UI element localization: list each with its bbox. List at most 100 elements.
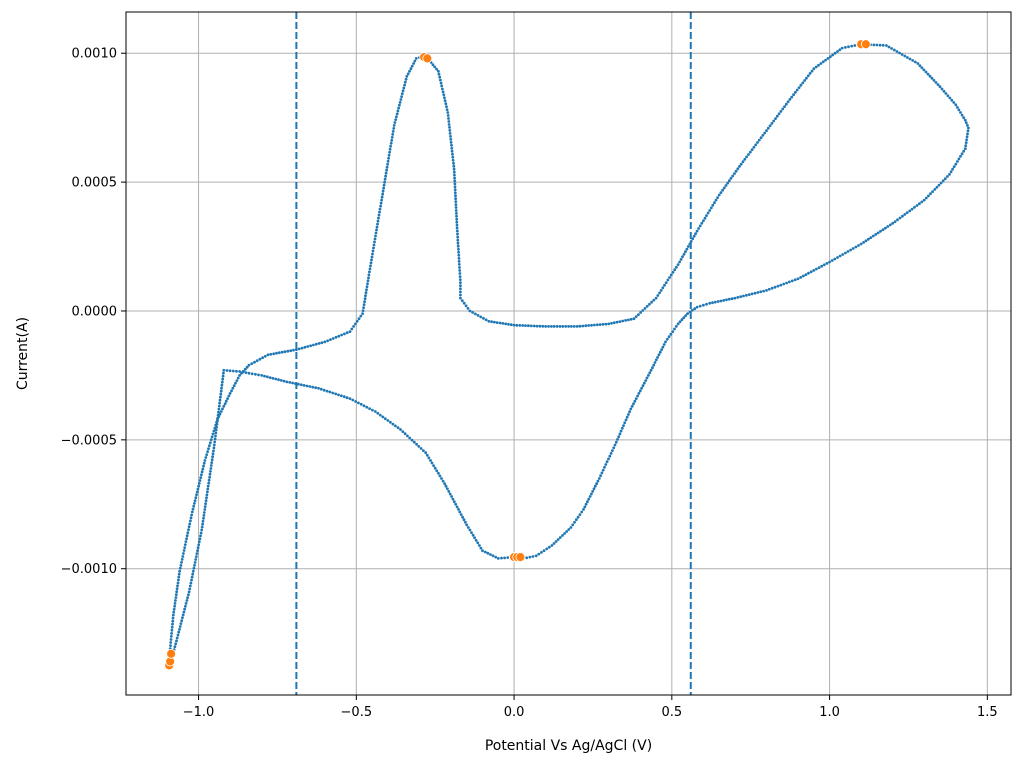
cv-point [207, 447, 210, 451]
cv-point [386, 159, 390, 163]
cv-point [676, 263, 680, 266]
cv-point [731, 174, 735, 178]
cv-point [661, 286, 665, 290]
cv-point [673, 268, 677, 272]
cv-point [377, 213, 381, 217]
cv-point [199, 476, 203, 479]
cv-point [697, 227, 700, 230]
cv-point [753, 291, 757, 295]
cv-point [700, 221, 704, 225]
cv-point [730, 297, 734, 301]
cv-point [775, 114, 779, 118]
cv-point [195, 490, 199, 494]
cv-point [668, 276, 671, 279]
cv-point [220, 383, 224, 387]
cv-point [406, 72, 410, 76]
cv-point [183, 543, 187, 546]
cv-point [487, 319, 491, 323]
cv-point [741, 160, 745, 164]
cv-point [847, 45, 850, 49]
cv-point [496, 557, 500, 560]
cv-point [681, 255, 684, 259]
cv-point [422, 449, 425, 452]
cv-point [455, 212, 458, 215]
cv-point [193, 502, 196, 505]
cv-point [781, 107, 785, 111]
cv-point [874, 233, 878, 236]
cv-point [184, 604, 187, 608]
cv-point [521, 324, 525, 327]
cv-point [197, 543, 201, 547]
cv-point [752, 145, 756, 149]
cv-point [212, 443, 216, 447]
cv-point [352, 325, 355, 328]
cv-point [603, 465, 606, 469]
cv-point [812, 269, 816, 272]
cv-point [624, 418, 628, 422]
cv-point [334, 392, 338, 396]
cv-point [359, 314, 363, 318]
cv-point [615, 320, 619, 324]
cv-point [289, 349, 293, 353]
cv-point [770, 122, 774, 125]
cv-point [736, 296, 740, 299]
cv-point [772, 119, 776, 123]
cv-point [187, 590, 191, 594]
cv-point [540, 551, 543, 554]
cv-point [438, 75, 442, 79]
cv-point [814, 65, 818, 69]
cv-point [292, 348, 295, 352]
cv-point [964, 141, 968, 145]
cv-point [770, 286, 774, 290]
cv-point [851, 247, 855, 250]
cv-point [664, 281, 668, 284]
cv-point [684, 250, 687, 254]
cv-point [462, 518, 466, 522]
x-tick-label: 1.0 [819, 705, 840, 720]
cv-point [451, 497, 455, 501]
cv-point [960, 113, 964, 117]
cv-point [365, 285, 369, 289]
cv-point [208, 441, 212, 445]
cv-point [431, 63, 435, 67]
cv-point [197, 482, 201, 485]
cv-point [587, 324, 590, 327]
peak-marker [166, 648, 177, 659]
cv-point [618, 320, 622, 323]
cv-point [616, 438, 619, 441]
cv-point [527, 324, 530, 328]
cv-point [726, 181, 729, 185]
cv-point [595, 323, 599, 327]
cv-point [235, 369, 238, 373]
cv-point [452, 170, 456, 174]
cv-point [399, 428, 402, 431]
cv-point [212, 449, 215, 453]
cv-point [362, 306, 365, 309]
cv-point [367, 273, 371, 277]
cv-point [810, 69, 814, 73]
cv-point [871, 234, 875, 238]
x-axis-ticks: −1.0 −0.5 0.0 0.5 1.0 1.5 [183, 695, 998, 720]
cv-point [711, 301, 714, 305]
cv-point [449, 135, 452, 138]
cv-point [498, 321, 502, 325]
cv-point [206, 490, 209, 494]
cv-point [203, 459, 207, 462]
cv-point [456, 232, 459, 236]
cv-point [197, 484, 201, 488]
cv-point [719, 191, 723, 195]
cv-point [392, 124, 396, 127]
cv-point [174, 593, 178, 597]
peak-markers [164, 39, 871, 671]
cv-point [438, 474, 442, 478]
cv-point [457, 260, 461, 263]
cv-curve-points [168, 42, 970, 666]
cv-point [801, 81, 805, 85]
cv-point [263, 354, 267, 358]
cv-point [193, 561, 197, 564]
cv-point [750, 292, 754, 296]
cv-point [235, 379, 239, 382]
cv-point [461, 515, 464, 519]
cv-point [458, 510, 462, 514]
cv-point [688, 310, 692, 314]
